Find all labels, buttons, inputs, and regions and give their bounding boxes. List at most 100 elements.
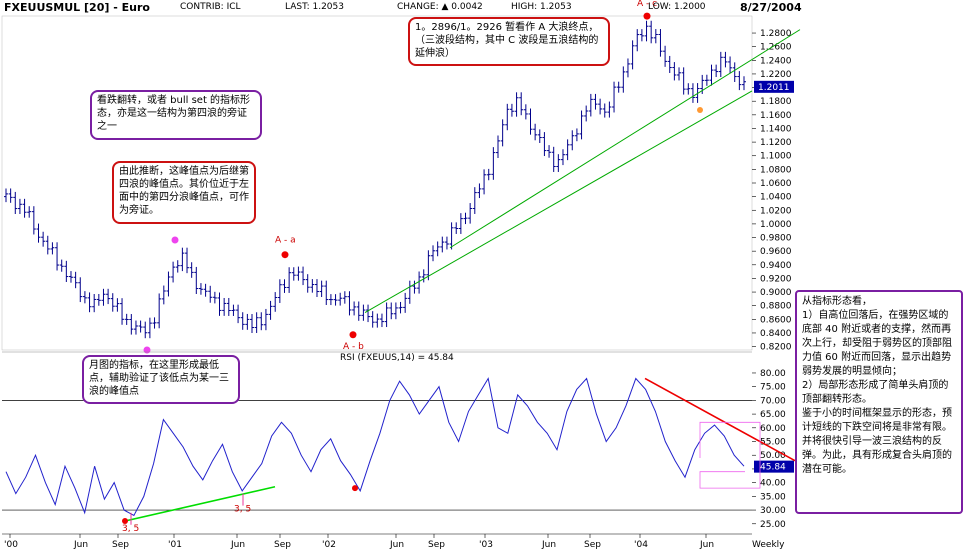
price-bar — [82, 291, 87, 304]
price-bar — [639, 29, 644, 42]
price-bar — [482, 169, 487, 195]
price-bar — [709, 64, 714, 86]
price-bar — [356, 301, 361, 321]
x-tick-label: Sep — [428, 540, 445, 550]
rsi-point — [122, 518, 128, 525]
x-tick-label: '00 — [4, 540, 18, 550]
price-bar — [101, 288, 106, 306]
price-tick-label: 1.0400 — [760, 193, 792, 203]
price-bar — [250, 313, 254, 333]
rsi-tick-label: 80.00 — [760, 369, 786, 379]
price-bar — [287, 267, 292, 293]
price-panel: 1.28001.26001.24001.22001.20001.18001.16… — [1, 0, 801, 354]
price-tick-label: 1.2400 — [760, 56, 792, 66]
price-bar — [13, 191, 18, 215]
x-axis-label: Weekly — [752, 540, 785, 550]
price-tick-label: 0.8600 — [760, 315, 792, 325]
price-bar — [458, 213, 463, 234]
price-bar — [263, 308, 268, 331]
note-inference: 由此推断，这峰值点为后继第四浪的峰值点。其价位近于左面中的第四分浪峰值点，可作为… — [112, 161, 256, 224]
rsi-trendline-green — [124, 485, 276, 522]
price-bar — [523, 104, 528, 120]
note-reversal: 看跌翻转，或者 bull set 的指标形态，亦是这一结构为第四浪的旁证之一 — [90, 90, 262, 140]
price-bar — [393, 302, 398, 320]
price-bar — [570, 130, 575, 151]
price-bar — [718, 51, 723, 78]
note-monthly: 月图的指标，在这里形成最低点，辅助验证了该低点为某一三浪的峰值点 — [82, 355, 240, 404]
price-bar — [319, 280, 324, 297]
price-bar — [194, 266, 199, 294]
price-bar — [291, 267, 296, 281]
price-tick-label: 1.1800 — [760, 97, 792, 107]
price-bar — [333, 294, 338, 306]
price-bar — [96, 293, 101, 306]
rsi-tick-label: 25.00 — [760, 520, 786, 530]
x-tick-label: Jun — [73, 540, 88, 550]
price-bar — [41, 231, 46, 247]
price-last-box — [754, 80, 794, 93]
trendline-green — [449, 29, 801, 249]
price-bar — [421, 269, 426, 283]
price-bar — [198, 283, 203, 295]
x-tick-label: Jun — [389, 540, 404, 550]
price-tick-label: 0.8800 — [760, 302, 792, 312]
price-bar — [686, 83, 691, 95]
price-bar — [477, 183, 482, 199]
price-bar — [78, 277, 83, 303]
rsi-tick-label: 40.00 — [760, 479, 786, 489]
price-bar — [282, 279, 287, 293]
price-bar — [588, 93, 593, 117]
price-bar — [17, 198, 22, 215]
price-bar — [208, 285, 213, 303]
price-bar — [598, 98, 603, 115]
rsi-trendline-red — [644, 377, 796, 462]
price-bar — [449, 222, 454, 250]
price-bar — [314, 279, 319, 297]
price-bar — [690, 83, 695, 103]
x-tick-label: Jun — [541, 540, 556, 550]
price-bar — [254, 312, 259, 333]
price-bar — [236, 304, 241, 324]
price-bar — [273, 292, 278, 312]
symbol-title: FXEUUSMUL [20] - Euro — [4, 1, 150, 14]
price-bar — [161, 285, 166, 305]
price-bar — [514, 92, 519, 117]
price-bar — [426, 250, 431, 281]
price-bar — [728, 56, 733, 74]
last-label: LAST: 1.2053 — [285, 2, 344, 12]
price-bar — [667, 55, 672, 73]
price-bar — [658, 29, 663, 57]
rsi-tick-label: 30.00 — [760, 506, 786, 516]
x-tick-label: '03 — [479, 540, 493, 550]
price-bar — [226, 297, 231, 316]
price-bar — [338, 292, 343, 306]
price-bar — [593, 93, 598, 110]
price-tick-label: 1.2800 — [760, 29, 792, 39]
price-bar — [129, 314, 134, 335]
price-bar — [120, 298, 125, 325]
contrib-label: CONTRIB: ICL — [180, 2, 241, 12]
price-bar — [245, 313, 250, 330]
price-bar — [472, 187, 477, 214]
price-bar — [277, 279, 282, 303]
rsi-title: RSI (FXEUUS,14) = 45.84 — [340, 353, 454, 363]
price-bar — [509, 103, 514, 117]
price-bar — [185, 247, 190, 274]
price-bar — [584, 105, 589, 122]
analysis-line: 从指标形态看， — [802, 296, 872, 307]
price-bar — [8, 188, 13, 203]
price-bar — [171, 261, 176, 283]
note-wave-a-end: 1。2896/1。2926 暂看作 A 大浪终点，（三波段结构，其中 C 波段是… — [408, 17, 610, 66]
price-bar — [440, 236, 445, 253]
price-bar — [454, 222, 459, 234]
price-bar — [133, 320, 138, 335]
price-bar — [417, 271, 422, 294]
price-bar — [110, 293, 115, 312]
price-tick-label: 1.0600 — [760, 179, 792, 189]
price-tick-label: 1.1000 — [760, 152, 792, 162]
price-bar — [468, 203, 473, 224]
price-bar — [547, 145, 552, 158]
price-bar — [533, 123, 538, 141]
price-bar — [324, 280, 329, 306]
rsi-point — [352, 485, 358, 492]
